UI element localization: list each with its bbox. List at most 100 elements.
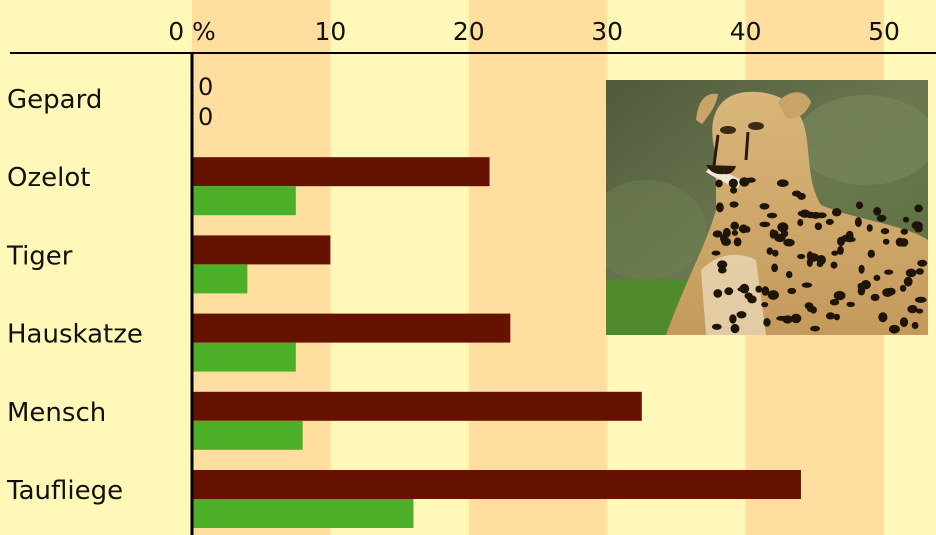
spot [755,285,762,293]
spot [761,286,770,296]
spot [792,190,802,197]
spot [771,263,778,273]
spot [763,318,771,327]
spot [833,313,840,321]
x-tick-label: 20 [453,17,485,46]
spot [766,212,778,219]
spot [728,178,738,188]
spot [833,290,846,301]
x-tick-label: 10 [314,17,346,46]
spot [736,311,747,319]
spot [899,284,907,292]
spot [905,268,917,278]
spot [814,222,823,231]
category-label: Hauskatze [7,320,143,350]
spot [759,221,771,228]
spot [837,245,844,255]
spot [801,282,813,288]
spot [854,217,862,228]
spot [772,249,779,257]
bar-series-1 [192,391,642,421]
category-label: Gepard [7,85,102,115]
spot [858,264,865,274]
spot [825,312,836,320]
bar-series-1 [192,157,490,187]
spot [730,323,740,334]
spot [876,214,887,222]
spot [899,317,909,328]
gepard-zero-label-2: 0 [198,103,213,131]
bar-series-2 [192,499,414,528]
spot [716,202,724,213]
spot [860,280,871,290]
spot [767,290,779,300]
spot [785,271,793,279]
bar-series-2 [192,186,296,216]
spot [733,237,742,247]
spot [870,293,880,301]
spot [829,299,840,306]
spot [911,221,923,230]
spot [880,228,890,235]
spot [873,207,882,216]
spot [857,283,864,290]
category-label: Ozelot [7,163,90,193]
spot [729,201,739,208]
spot [739,283,750,294]
spot [867,249,875,258]
category-label: Mensch [7,398,106,428]
spot [776,179,789,187]
spot [916,308,924,314]
spot [806,257,813,267]
spot [811,211,821,219]
spot [711,323,722,330]
gepard-zero-labels: 0 0 [198,73,213,131]
spot [873,274,881,281]
spot [846,301,855,308]
spot [831,250,839,256]
category-label: Tiger [6,241,73,271]
spot [715,179,723,188]
spot [787,287,797,295]
spot [911,321,919,330]
spot [825,218,834,225]
spot [797,253,806,260]
spot [830,261,838,269]
spot [903,276,913,287]
bar-series-2 [192,342,296,372]
spot [713,289,723,298]
x-axis-ticks: 0 % 10 20 30 40 50 [168,17,900,46]
spot [711,250,721,256]
spot [888,324,900,334]
gepard-zero-label-1: 0 [198,73,213,101]
spot [917,259,928,267]
spot [712,230,723,238]
spot [915,296,927,303]
spot [799,209,811,218]
x-tick-label: 40 [730,17,762,46]
spot [759,203,770,210]
spot [866,224,873,232]
cheetah-spots [711,177,928,334]
spot [810,325,820,332]
spot [777,222,789,233]
spot [855,201,864,210]
spot [776,315,788,321]
spot [902,216,910,223]
spot [884,269,894,275]
spot [739,177,750,187]
grid-band [468,0,608,535]
spot [766,247,774,255]
spot [882,238,890,245]
bar-series-2 [192,264,248,294]
spot [717,260,728,269]
spot [783,238,795,247]
spot [731,230,739,236]
spot [895,237,905,247]
spot [915,268,924,275]
x-tick-label: 0 % [168,17,216,46]
spot [722,227,731,238]
spot [729,314,737,324]
spot [878,312,888,323]
category-labels: Gepard Ozelot Tiger Hauskatze Mensch Tauflieg… [6,85,143,506]
